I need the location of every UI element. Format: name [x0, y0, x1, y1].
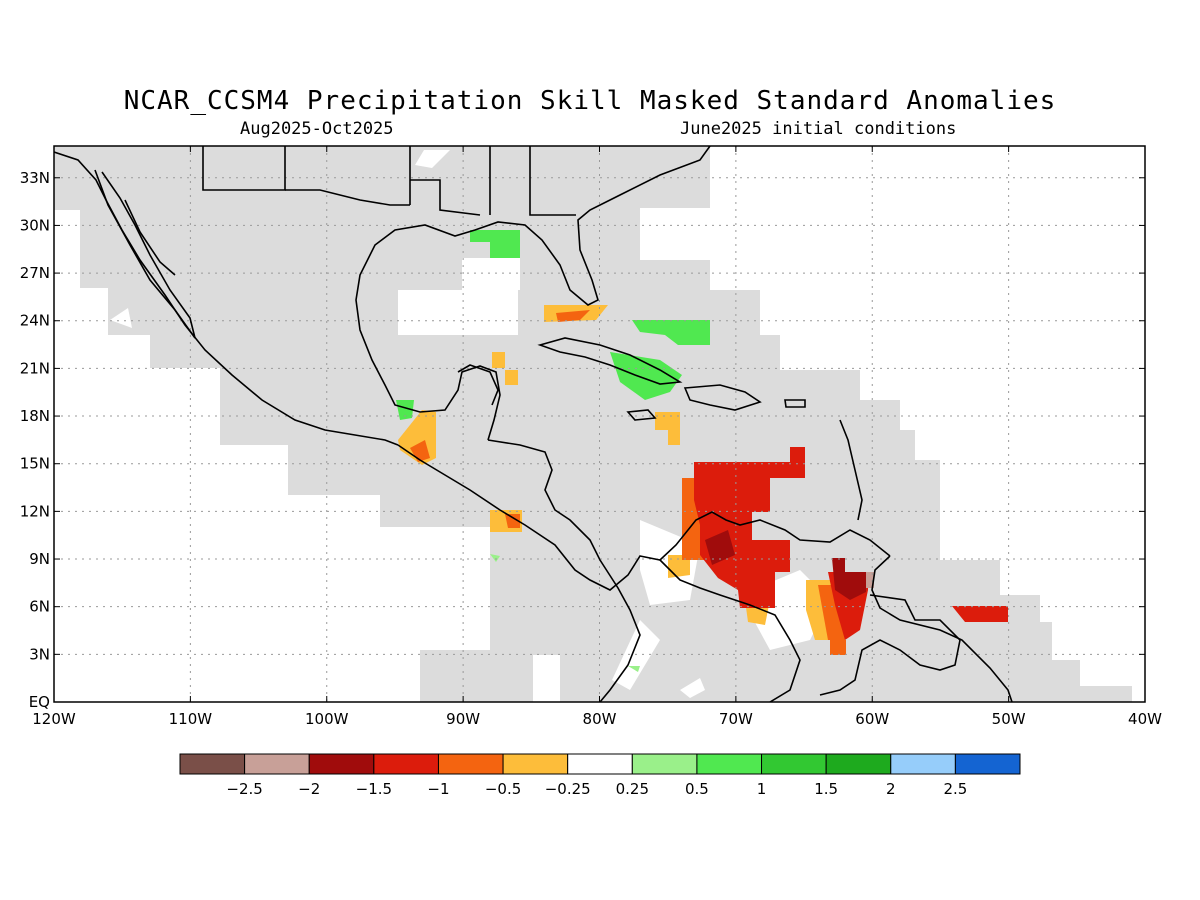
- lon-tick-label: 90W: [446, 710, 480, 728]
- lat-tick-label: 15N: [20, 455, 50, 473]
- colorbar-swatch: [437, 753, 504, 775]
- lat-tick-label: 24N: [20, 312, 50, 330]
- colorbar-swatch: [244, 753, 310, 775]
- colorbar-label: 2.5: [943, 780, 967, 798]
- lat-tick-label: 9N: [29, 550, 50, 568]
- lon-tick-label: 60W: [855, 710, 889, 728]
- longitude-axis: 120W 110W 100W 90W 80W 70W 60W 50W 40W: [32, 146, 1162, 728]
- colorbar-label: −2: [298, 780, 320, 798]
- lon-tick-label: 80W: [583, 710, 617, 728]
- lon-tick-label: 100W: [305, 710, 349, 728]
- lat-tick-label: 3N: [29, 645, 50, 663]
- latitude-axis: EQ 3N 6N 9N 12N 15N 18N 21N 24N 27N 30N 33N: [20, 169, 1145, 711]
- colorbar-label: −1: [427, 780, 449, 798]
- colorbar-label: 1: [757, 780, 767, 798]
- colorbar-swatch: [761, 753, 827, 775]
- lon-tick-label: 70W: [719, 710, 753, 728]
- lat-tick-label: EQ: [29, 693, 50, 711]
- colorbar-label: −1.5: [356, 780, 392, 798]
- colorbar-label: 1.5: [814, 780, 838, 798]
- colorbar-swatch: [502, 753, 569, 775]
- lon-tick-label: 50W: [992, 710, 1026, 728]
- lon-tick-label: 110W: [169, 710, 213, 728]
- colorbar-label: 2: [886, 780, 896, 798]
- colorbar-label: −0.5: [485, 780, 521, 798]
- colorbar-swatch: [825, 753, 892, 775]
- colorbar-swatch: [308, 753, 375, 775]
- colorbar-swatch: [373, 753, 439, 775]
- colorbar-label: 0.25: [616, 780, 649, 798]
- colorbar-legend: −2.5 −2 −1.5 −1 −0.5 −0.25 0.25 0.5 1 1.5 2 2.5: [179, 753, 1021, 798]
- colorbar-swatch: [179, 753, 246, 775]
- lat-tick-label: 6N: [29, 598, 50, 616]
- initial-conditions: June2025 initial conditions: [680, 119, 957, 139]
- colorbar-swatch: [631, 753, 698, 775]
- lat-tick-label: 18N: [20, 407, 50, 425]
- lon-tick-label: 120W: [32, 710, 76, 728]
- coastlines: [54, 146, 1013, 702]
- colorbar-label: 0.5: [685, 780, 709, 798]
- lat-tick-label: 12N: [20, 502, 50, 520]
- colorbar-swatch: [696, 753, 763, 775]
- map-panel: [54, 146, 1145, 702]
- forecast-period: Aug2025-Oct2025: [240, 119, 394, 139]
- lat-tick-label: 33N: [20, 169, 50, 187]
- map-gridlines: [54, 146, 1145, 702]
- colorbar-label: −2.5: [226, 780, 262, 798]
- colorbar-swatch: [567, 753, 633, 775]
- lat-tick-label: 30N: [20, 216, 50, 234]
- lon-tick-label: 40W: [1128, 710, 1162, 728]
- lat-tick-label: 21N: [20, 359, 50, 377]
- map-title: NCAR_CCSM4 Precipitation Skill Masked St…: [123, 86, 1057, 116]
- colorbar-swatch: [954, 753, 1021, 775]
- lat-tick-label: 27N: [20, 264, 50, 282]
- colorbar-swatch: [890, 753, 956, 775]
- colorbar-label: −0.25: [545, 780, 591, 798]
